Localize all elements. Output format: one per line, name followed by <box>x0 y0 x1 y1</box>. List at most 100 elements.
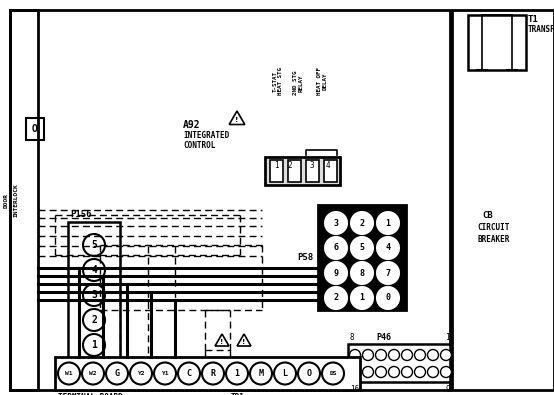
Circle shape <box>388 367 399 378</box>
Text: P156: P156 <box>70 210 91 219</box>
Text: !: ! <box>243 339 245 345</box>
Text: T1: T1 <box>528 15 538 24</box>
Bar <box>306 160 319 182</box>
Text: TRANSF: TRANSF <box>528 25 554 34</box>
Circle shape <box>274 363 296 384</box>
Circle shape <box>250 363 272 384</box>
Circle shape <box>351 212 373 234</box>
Text: 8: 8 <box>360 269 365 278</box>
Text: !: ! <box>235 117 239 124</box>
Text: A92: A92 <box>183 120 201 130</box>
Circle shape <box>378 288 398 308</box>
Bar <box>26 118 44 140</box>
Circle shape <box>362 350 373 361</box>
Circle shape <box>82 363 104 384</box>
Circle shape <box>326 263 346 283</box>
Text: M: M <box>259 369 264 378</box>
Text: 5: 5 <box>91 240 97 250</box>
Bar <box>270 160 283 182</box>
Circle shape <box>298 363 320 384</box>
Text: W1: W1 <box>65 371 73 376</box>
Circle shape <box>351 287 373 309</box>
Bar <box>348 344 450 382</box>
Circle shape <box>377 262 399 284</box>
Text: 0: 0 <box>386 293 391 303</box>
Text: 1: 1 <box>234 369 239 378</box>
Text: 4: 4 <box>386 243 391 252</box>
Circle shape <box>428 350 439 361</box>
Text: P46: P46 <box>376 333 391 342</box>
Circle shape <box>83 284 105 306</box>
Circle shape <box>202 363 224 384</box>
Text: G: G <box>115 369 120 378</box>
Circle shape <box>352 238 372 258</box>
Circle shape <box>377 212 399 234</box>
Text: 1: 1 <box>386 218 391 228</box>
Text: 4: 4 <box>91 265 97 275</box>
Text: 4: 4 <box>326 160 330 169</box>
Circle shape <box>325 212 347 234</box>
Circle shape <box>352 263 372 283</box>
Circle shape <box>440 367 452 378</box>
Text: 3: 3 <box>334 218 338 228</box>
Bar <box>55 357 360 390</box>
Text: 6: 6 <box>334 243 338 252</box>
Bar <box>468 15 526 70</box>
Text: TERMINAL BOARD: TERMINAL BOARD <box>58 393 123 395</box>
Text: 16: 16 <box>350 385 359 394</box>
Circle shape <box>377 287 399 309</box>
Circle shape <box>326 288 346 308</box>
Text: HEAT OFF
DELAY: HEAT OFF DELAY <box>317 67 327 95</box>
Circle shape <box>402 367 413 378</box>
Circle shape <box>106 363 128 384</box>
Circle shape <box>325 287 347 309</box>
Circle shape <box>83 309 105 331</box>
Text: !: ! <box>220 339 224 345</box>
Text: 2ND STG
RELAY: 2ND STG RELAY <box>293 70 303 95</box>
Text: W2: W2 <box>89 371 97 376</box>
Text: 2: 2 <box>334 293 338 303</box>
Text: DS: DS <box>329 371 337 376</box>
Circle shape <box>58 363 80 384</box>
Circle shape <box>83 259 105 281</box>
Circle shape <box>376 350 387 361</box>
Text: 3: 3 <box>91 290 97 300</box>
Circle shape <box>326 213 346 233</box>
Bar <box>324 160 337 182</box>
Text: T-STAT
HEAT STG: T-STAT HEAT STG <box>273 67 283 95</box>
Circle shape <box>350 367 361 378</box>
Circle shape <box>378 263 398 283</box>
Text: CIRCUIT: CIRCUIT <box>477 224 509 233</box>
Text: 9: 9 <box>445 385 450 394</box>
Circle shape <box>226 363 248 384</box>
Bar <box>318 205 406 310</box>
Circle shape <box>378 238 398 258</box>
Text: 2: 2 <box>91 315 97 325</box>
Circle shape <box>325 262 347 284</box>
Circle shape <box>322 363 344 384</box>
Circle shape <box>377 237 399 259</box>
Circle shape <box>414 367 425 378</box>
Text: 2: 2 <box>288 160 293 169</box>
Circle shape <box>351 237 373 259</box>
Circle shape <box>351 262 373 284</box>
Circle shape <box>414 350 425 361</box>
Text: INTERLOCK: INTERLOCK <box>13 183 18 217</box>
Circle shape <box>352 213 372 233</box>
Circle shape <box>83 234 105 256</box>
Bar <box>68 222 120 367</box>
Text: INTEGRATED: INTEGRATED <box>183 130 229 139</box>
Text: 7: 7 <box>386 269 391 278</box>
Circle shape <box>154 363 176 384</box>
Text: 3: 3 <box>310 160 314 169</box>
Text: Y1: Y1 <box>161 371 169 376</box>
Circle shape <box>376 367 387 378</box>
Text: TB1: TB1 <box>230 393 244 395</box>
Circle shape <box>325 237 347 259</box>
Text: O: O <box>306 369 311 378</box>
Text: R: R <box>211 369 216 378</box>
Circle shape <box>130 363 152 384</box>
Text: C: C <box>187 369 192 378</box>
Text: CONTROL: CONTROL <box>183 141 216 149</box>
Text: 9: 9 <box>334 269 338 278</box>
